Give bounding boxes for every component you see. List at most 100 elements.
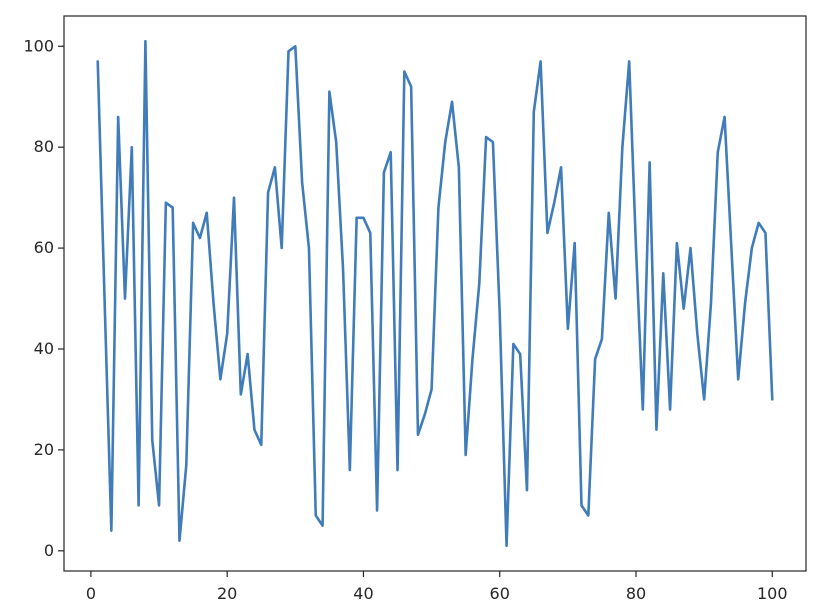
data-point — [519, 353, 521, 355]
data-point — [608, 212, 610, 214]
data-point — [247, 353, 249, 355]
data-point — [138, 504, 140, 506]
y-tick-label: 20 — [34, 440, 54, 459]
data-point — [178, 540, 180, 542]
data-point — [369, 232, 371, 234]
data-point — [281, 247, 283, 249]
data-point — [424, 414, 426, 416]
data-point — [649, 161, 651, 163]
data-point — [662, 272, 664, 274]
x-tick-label: 0 — [86, 584, 96, 603]
plot-frame — [63, 15, 807, 572]
data-point — [253, 429, 255, 431]
data-point — [553, 202, 555, 204]
data-point — [151, 439, 153, 441]
data-point — [301, 182, 303, 184]
data-point — [724, 116, 726, 118]
y-tick-label: 80 — [34, 137, 54, 156]
data-point — [751, 247, 753, 249]
data-point — [383, 171, 385, 173]
data-point — [758, 222, 760, 224]
data-point — [717, 151, 719, 153]
data-point — [322, 525, 324, 527]
data-point — [362, 217, 364, 219]
data-point — [328, 91, 330, 93]
data-point — [410, 86, 412, 88]
data-point — [471, 358, 473, 360]
data-point — [485, 136, 487, 138]
data-point — [696, 333, 698, 335]
data-point — [730, 247, 732, 249]
data-point — [97, 60, 99, 62]
data-point — [574, 242, 576, 244]
data-point — [703, 398, 705, 400]
data-point — [315, 515, 317, 517]
data-point — [431, 388, 433, 390]
data-point — [104, 298, 106, 300]
data-point — [690, 247, 692, 249]
data-point — [206, 212, 208, 214]
data-point — [131, 146, 133, 148]
data-point — [683, 308, 685, 310]
data-point — [587, 515, 589, 517]
data-point — [117, 116, 119, 118]
axes: 0 20 40 60 80 100 0 20 40 60 80 100 — [23, 15, 807, 603]
data-point — [540, 60, 542, 62]
data-point — [676, 242, 678, 244]
x-tick-label: 20 — [217, 584, 237, 603]
data-point — [512, 343, 514, 345]
y-tick-label: 100 — [23, 36, 54, 55]
data-point — [219, 378, 221, 380]
data-point — [233, 197, 235, 199]
data-point — [492, 141, 494, 143]
data-point — [621, 146, 623, 148]
data-point — [158, 504, 160, 506]
data-point — [580, 504, 582, 506]
data-point — [533, 111, 535, 113]
data-point — [397, 469, 399, 471]
x-tick-label: 80 — [626, 584, 646, 603]
data-point — [376, 509, 378, 511]
data-point — [294, 45, 296, 47]
data-point — [356, 217, 358, 219]
data-point — [458, 166, 460, 168]
x-tick-label: 60 — [490, 584, 510, 603]
y-tick-label: 60 — [34, 238, 54, 257]
data-point — [771, 398, 773, 400]
data-point — [437, 207, 439, 209]
data-point — [546, 232, 548, 234]
y-tick-label: 0 — [44, 541, 54, 560]
data-point — [172, 207, 174, 209]
data-point — [615, 298, 617, 300]
data-point — [417, 434, 419, 436]
data-point — [655, 429, 657, 431]
data-point — [335, 141, 337, 143]
data-point — [274, 166, 276, 168]
data-point — [465, 454, 467, 456]
data-point — [526, 489, 528, 491]
data-point — [478, 282, 480, 284]
data-point — [213, 303, 215, 305]
data-point — [628, 60, 630, 62]
data-point — [390, 151, 392, 153]
data-point — [601, 338, 603, 340]
data-point — [185, 464, 187, 466]
data-point — [560, 166, 562, 168]
data-point — [165, 202, 167, 204]
data-point — [308, 247, 310, 249]
data-point — [669, 409, 671, 411]
data-point — [144, 40, 146, 42]
y-tick-label: 40 — [34, 339, 54, 358]
data-point — [499, 313, 501, 315]
data-point — [567, 328, 569, 330]
x-tick-label: 100 — [757, 584, 788, 603]
series-line — [96, 39, 774, 548]
plot-area — [96, 39, 774, 548]
data-point — [349, 469, 351, 471]
data-point — [506, 545, 508, 547]
data-point — [642, 409, 644, 411]
x-tick-label: 40 — [353, 584, 373, 603]
data-point — [451, 101, 453, 103]
